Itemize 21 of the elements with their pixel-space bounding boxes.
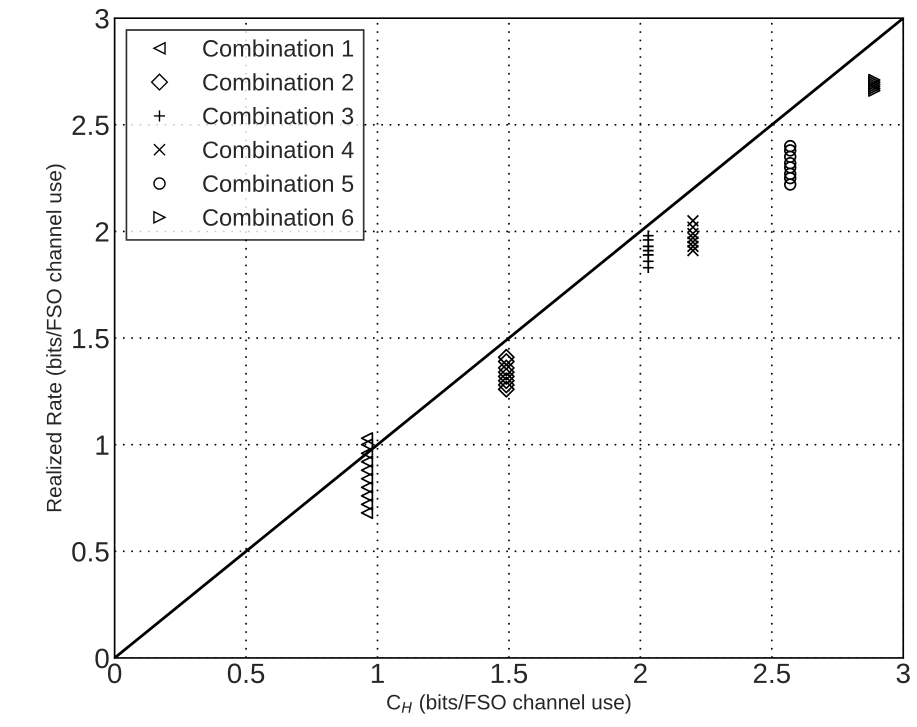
x-axis-title: C$_{H}$ (bits/FSO channel use) bbox=[387, 694, 630, 714]
y-tick-label: 2 bbox=[96, 222, 108, 242]
legend-label: Combination 6 bbox=[203, 208, 354, 226]
y-tick-label: 1.5 bbox=[73, 329, 109, 348]
legend-label: Combination 1 bbox=[203, 39, 354, 57]
legend-label: Combination 3 bbox=[203, 107, 354, 124]
x-tick-label: 2.5 bbox=[754, 664, 790, 684]
x-tick-label: 3 bbox=[896, 664, 910, 684]
legend-label: Combination 5 bbox=[203, 174, 354, 192]
y-axis-title: Realized Rate (bits/FSO channel use) bbox=[46, 164, 66, 512]
legend-label: Combination 2 bbox=[203, 73, 354, 91]
y-tick-label: 3 bbox=[95, 8, 109, 29]
x-tick-label: 2 bbox=[634, 664, 647, 683]
y-tick-label: 1 bbox=[96, 436, 108, 455]
x-tick-label: 1 bbox=[372, 664, 384, 683]
y-tick-label: 0 bbox=[95, 648, 109, 668]
x-tick-label: 1.5 bbox=[492, 664, 528, 684]
legend-label: Combination 4 bbox=[203, 140, 354, 158]
y-tick-label: 0.5 bbox=[72, 542, 109, 562]
x-tick-label: 0.5 bbox=[228, 664, 264, 684]
y-tick-label: 2.5 bbox=[72, 115, 109, 136]
